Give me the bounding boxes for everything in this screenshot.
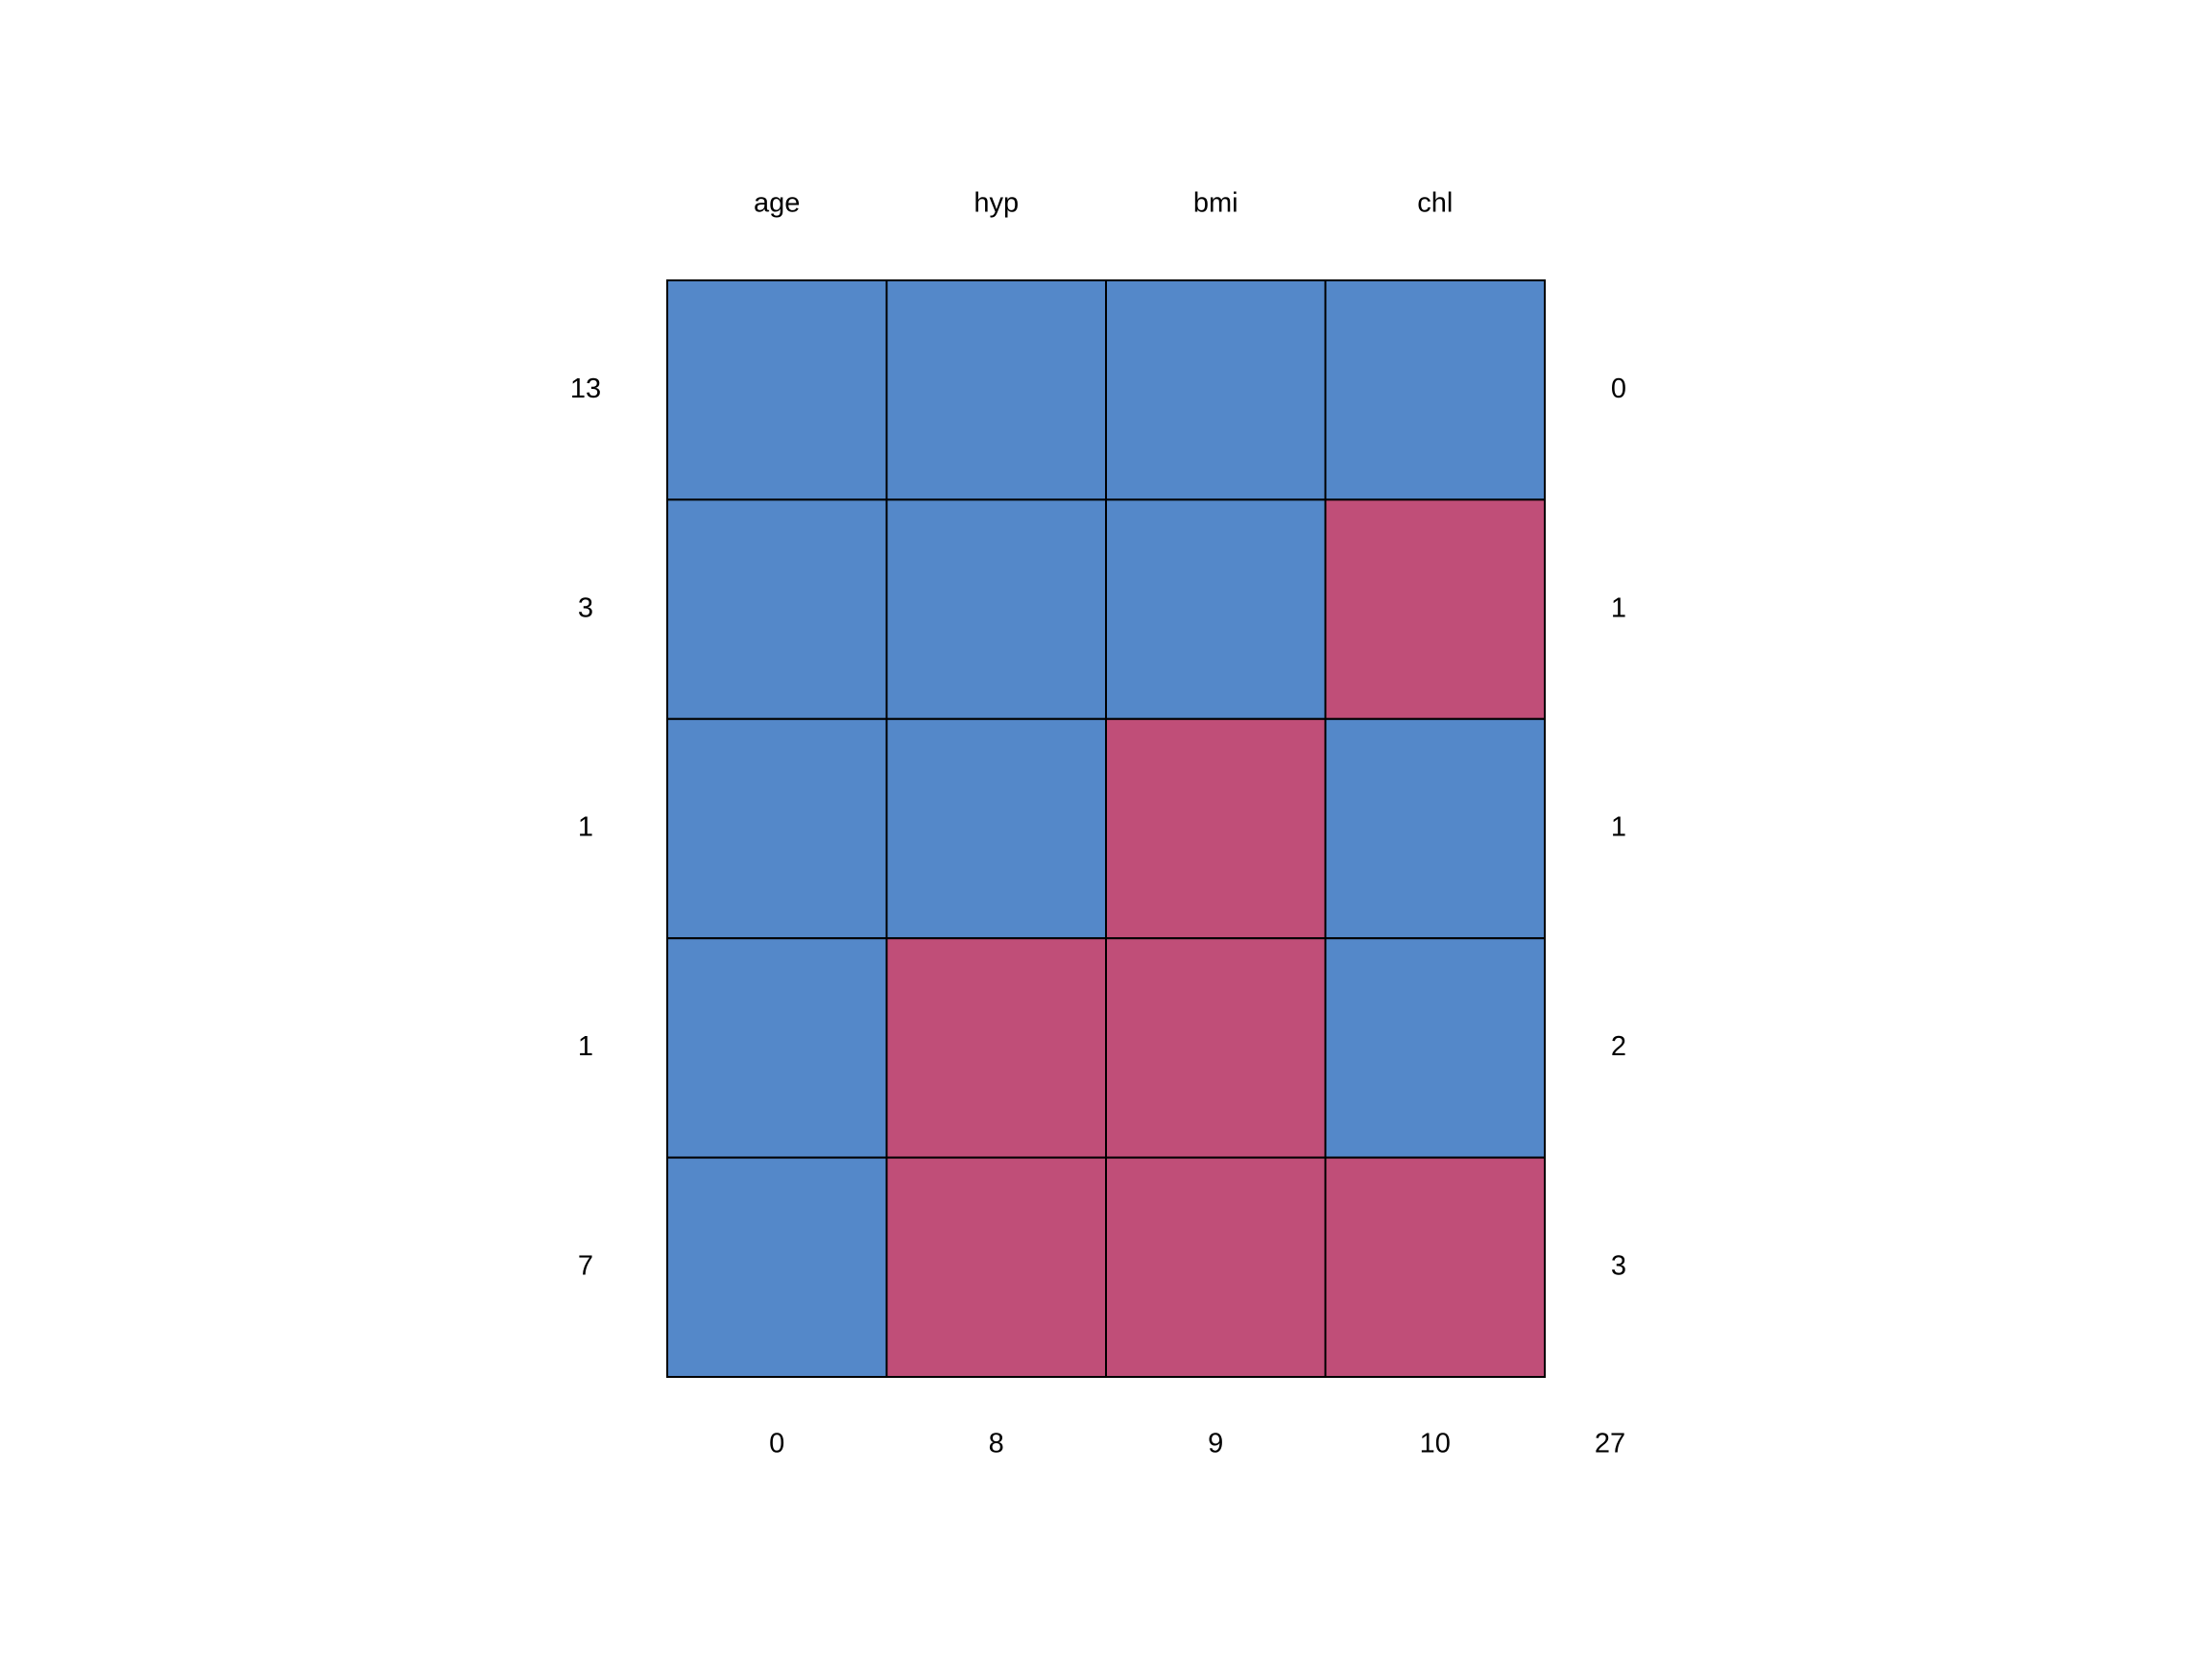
cell (1324, 1156, 1546, 1378)
cell (1105, 937, 1327, 1159)
cell (885, 937, 1107, 1159)
cell (666, 1156, 888, 1378)
cell (885, 498, 1107, 720)
row-missing-count: 1 (1611, 592, 1626, 623)
column-missing-count: 9 (1208, 1429, 1223, 1459)
cell (1324, 717, 1546, 940)
row-count: 1 (578, 812, 593, 843)
cell (1105, 717, 1327, 940)
cell (666, 937, 888, 1159)
cell (1105, 1156, 1327, 1378)
column-missing-count: 8 (989, 1429, 1004, 1459)
column-label: bmi (1193, 188, 1238, 219)
row-missing-count: 2 (1611, 1031, 1626, 1062)
cell (885, 279, 1107, 501)
column-missing-count: 10 (1420, 1429, 1451, 1459)
row-count: 3 (578, 592, 593, 623)
column-label: hyp (974, 188, 1019, 219)
row-count: 1 (578, 1031, 593, 1062)
cell (1324, 498, 1546, 720)
row-missing-count: 0 (1611, 374, 1626, 404)
cell (666, 498, 888, 720)
cell (885, 717, 1107, 940)
row-missing-count: 1 (1611, 812, 1626, 843)
row-count: 13 (570, 374, 601, 404)
cell (1324, 937, 1546, 1159)
column-label: age (754, 188, 800, 219)
column-missing-count: 0 (769, 1429, 784, 1459)
row-count: 7 (578, 1250, 593, 1281)
cell (1105, 279, 1327, 501)
row-missing-count: 3 (1611, 1250, 1626, 1281)
cell (1105, 498, 1327, 720)
cell (1324, 279, 1546, 501)
cell (885, 1156, 1107, 1378)
cell (666, 279, 888, 501)
column-label: chl (1417, 188, 1453, 219)
total-missing: 27 (1595, 1429, 1625, 1459)
cell (666, 717, 888, 940)
